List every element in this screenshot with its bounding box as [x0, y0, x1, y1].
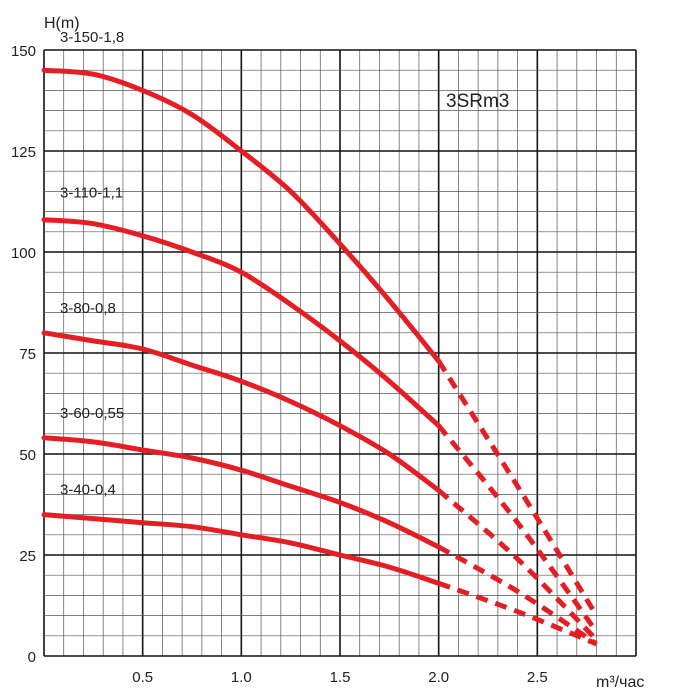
series-curve-extension-3-110-1,1: [436, 424, 599, 634]
x-tick-label: 1.5: [330, 669, 351, 686]
x-tick-label: 2.5: [527, 669, 548, 686]
series-labels: 3-150-1,8 3-110-1,1 3-80-0,8 3-60-0,55 3-40-…: [60, 29, 124, 498]
series-label: 3-110-1,1: [60, 185, 123, 202]
x-tick-label: 0.5: [132, 669, 153, 686]
series-curve-3-150-1,8: [41, 67, 442, 364]
x-tick-label: 1.0: [231, 669, 252, 686]
series-curve-extension-3-150-1,8: [436, 359, 599, 617]
y-tick-labels: 0 25 50 75 100 125 150: [11, 43, 36, 666]
chart-title: 3SRm3: [446, 91, 509, 112]
series-label: 3-60-0,55: [60, 405, 124, 422]
series-curve-extension-3-60-0,55: [437, 544, 598, 646]
series-curve-3-80-0,8: [41, 330, 442, 493]
series-curve-3-60-0,55: [41, 435, 442, 550]
y-tick-label: 150: [11, 43, 36, 60]
y-tick-label: 125: [11, 144, 36, 161]
series-curve-3-40-0,4: [41, 512, 442, 586]
grid: [43, 49, 637, 657]
y-tick-label: 0: [28, 649, 36, 666]
series-curve-3-110-1,1: [41, 217, 442, 429]
series-label: 3-80-0,8: [60, 300, 116, 317]
series-curve-extension-3-40-0,4: [437, 580, 598, 647]
x-axis-title: m³/час: [596, 674, 644, 691]
series-label: 3-150-1,8: [60, 29, 124, 46]
y-tick-label: 25: [19, 548, 36, 565]
x-tick-labels: 0.5 1.0 1.5 2.0 2.5: [132, 669, 548, 686]
series-curve-extension-3-80-0,8: [437, 488, 599, 642]
y-axis-title: H(m): [44, 15, 80, 32]
curves: [41, 67, 599, 647]
y-tick-label: 100: [11, 245, 36, 262]
x-tick-label: 2.0: [428, 669, 449, 686]
y-tick-label: 50: [19, 447, 36, 464]
series-label: 3-40-0,4: [60, 482, 116, 499]
y-tick-label: 75: [19, 346, 36, 363]
